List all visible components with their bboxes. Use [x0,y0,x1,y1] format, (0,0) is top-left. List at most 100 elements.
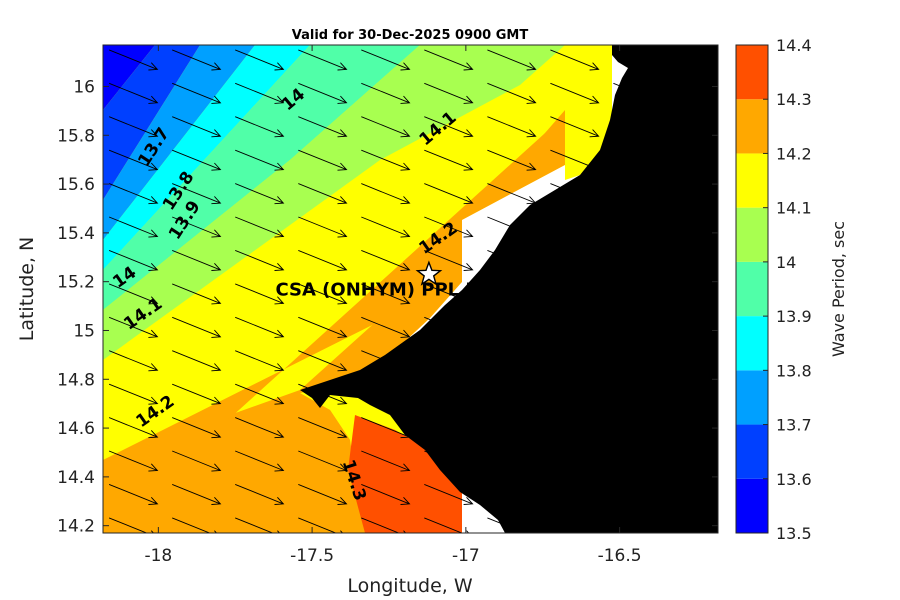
direction-arrow [424,283,474,305]
direction-arrow [361,450,411,472]
direction-arrow [613,216,663,238]
direction-arrow [487,383,537,405]
direction-arrow [424,183,474,205]
colorbar-tick-label: 14.4 [776,36,812,55]
direction-arrow [361,316,411,338]
y-axis-label: Latitude, N [16,237,38,342]
direction-arrow [298,383,348,405]
direction-arrow [550,350,600,372]
direction-arrow [424,483,474,505]
direction-arrow [613,383,663,405]
direction-arrow [235,283,285,305]
direction-arrow [613,350,663,372]
band-14-2-main [103,110,565,533]
direction-arrow [298,82,348,104]
direction-arrow [172,350,222,372]
direction-arrow [550,49,600,71]
colorbar-tick-label: 13.5 [776,524,812,543]
direction-arrow [298,216,348,238]
direction-arrow [487,350,537,372]
direction-arrow [613,417,663,439]
direction-arrow [235,82,285,104]
direction-arrow [298,316,348,338]
direction-arrow [298,350,348,372]
direction-arrow [172,283,222,305]
y-tick-label: 14.2 [57,517,95,537]
direction-arrow [172,383,222,405]
direction-arrow [172,417,222,439]
direction-arrow [361,216,411,238]
direction-arrow [424,49,474,71]
direction-arrow [298,183,348,205]
colorbar-band [736,370,768,425]
direction-arrow [487,183,537,205]
direction-arrow [361,383,411,405]
direction-arrow [361,49,411,71]
direction-arrow [424,450,474,472]
colorbar-band [736,45,768,100]
direction-arrow [613,283,663,305]
direction-arrow [172,82,222,104]
direction-arrow [108,183,159,205]
direction-arrow [550,183,600,205]
colorbar-band [736,316,768,371]
direction-arrow [487,149,537,171]
direction-arrow [550,216,600,238]
direction-arrow [676,350,718,372]
direction-arrow [235,417,285,439]
direction-arrow [550,316,600,338]
x-tick-label: -17.5 [290,546,334,566]
direction-arrow [424,316,474,338]
x-tick-label: -18 [144,546,172,566]
direction-arrow [550,149,600,171]
direction-arrow [424,116,474,138]
y-tick-label: 15.6 [57,175,95,195]
band-14-0 [103,45,420,310]
direction-arrow [613,316,663,338]
direction-arrow [108,116,159,138]
direction-arrow [613,149,663,171]
colorbar-frame [735,44,769,534]
direction-arrow [676,183,718,205]
direction-arrow [676,417,718,439]
direction-arrow [298,283,348,305]
colorbar-tick-label: 14.2 [776,144,812,163]
direction-arrow [235,216,285,238]
direction-arrow [613,450,663,472]
direction-arrow [550,116,600,138]
y-tick-label: 16 [73,77,95,97]
direction-arrow [487,216,537,238]
direction-arrow [613,49,663,71]
direction-arrow [235,149,285,171]
direction-arrow [487,283,537,305]
direction-arrow [298,116,348,138]
direction-arrow [361,116,411,138]
direction-arrow [613,483,663,505]
site-label: CSA (ONHYM) PPL EP [275,279,490,300]
direction-arrow [235,316,285,338]
direction-arrow [550,249,600,271]
direction-arrow [550,450,600,472]
direction-arrow [424,82,474,104]
direction-arrow [108,149,159,171]
direction-arrow [361,283,411,305]
band-14-3 [348,415,462,533]
direction-arrow [235,383,285,405]
colorbar-band [736,99,768,154]
colorbar-tick-label: 14 [776,253,796,272]
direction-arrow [613,249,663,271]
direction-arrow [487,417,537,439]
direction-arrow [487,483,537,505]
land-mass [300,45,718,533]
colorbar-band [736,478,768,533]
direction-arrow [361,249,411,271]
direction-arrow [172,249,222,271]
direction-arrow [676,383,718,405]
map-title: Valid for 30-Dec-2025 0900 GMT [292,28,529,43]
y-axis-ticks: 14.2 14.4 14.6 14.8 15 15.2 15.4 15.6 15.8 16 [57,77,718,537]
y-tick-label: 14.8 [57,370,95,390]
direction-arrow [676,149,718,171]
direction-arrow [550,483,600,505]
direction-arrow [676,116,718,138]
direction-arrow [298,483,348,505]
